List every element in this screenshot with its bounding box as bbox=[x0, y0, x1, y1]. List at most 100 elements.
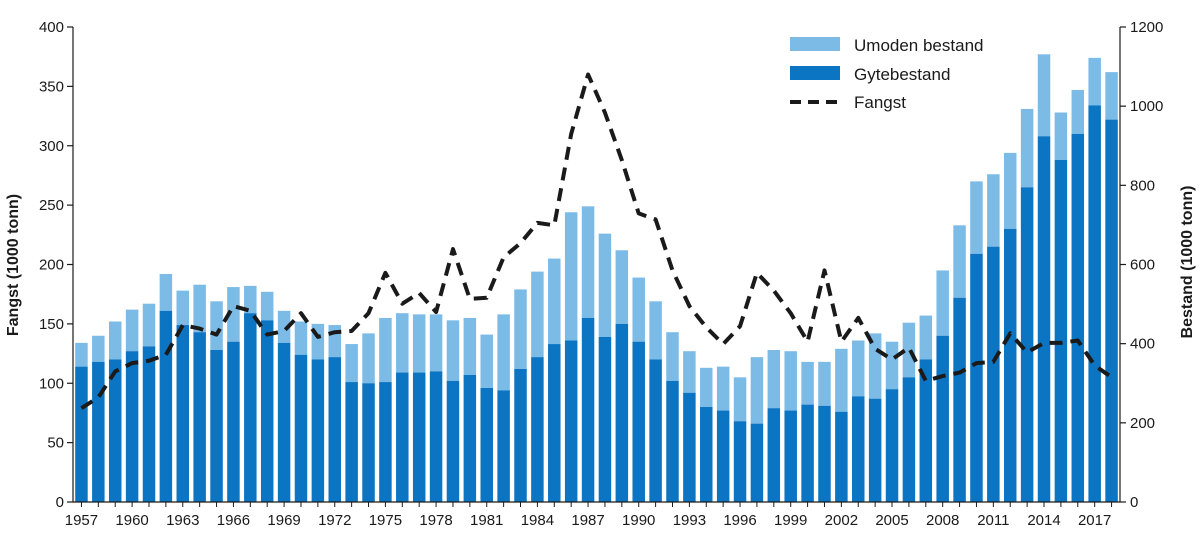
bar-gyte-1977 bbox=[412, 372, 426, 502]
bar-umoden-2009 bbox=[953, 225, 966, 298]
bar-umoden-2007 bbox=[919, 315, 933, 360]
right-axis-title: Bestand (1000 tonn) bbox=[1179, 186, 1196, 339]
bar-gyte-1999 bbox=[784, 410, 797, 502]
bar-gyte-1968 bbox=[260, 320, 274, 502]
right-tick-label: 1200 bbox=[1130, 19, 1163, 36]
right-tick-label: 800 bbox=[1130, 177, 1155, 194]
bar-gyte-1958 bbox=[92, 361, 105, 502]
bar-umoden-1987 bbox=[581, 206, 595, 318]
x-tick-label: 1963 bbox=[166, 512, 199, 529]
bar-gyte-2014 bbox=[1037, 136, 1051, 502]
bar-umoden-2015 bbox=[1054, 112, 1068, 160]
bar-gyte-1987 bbox=[581, 317, 595, 502]
bar-umoden-2017 bbox=[1088, 57, 1101, 106]
bar-umoden-1965 bbox=[210, 301, 223, 350]
bar-umoden-2008 bbox=[936, 270, 949, 336]
bar-umoden-1964 bbox=[193, 284, 206, 333]
bar-umoden-2002 bbox=[835, 348, 848, 412]
bar-umoden-1970 bbox=[294, 321, 308, 355]
x-tick-label: 2005 bbox=[875, 512, 908, 529]
bar-gyte-1984 bbox=[531, 357, 544, 502]
bar-gyte-2005 bbox=[885, 389, 899, 502]
bar-umoden-1991 bbox=[649, 301, 662, 360]
left-axis-title: Fangst (1000 tonn) bbox=[5, 194, 22, 336]
bar-umoden-2010 bbox=[970, 181, 983, 254]
bar-umoden-2005 bbox=[885, 341, 899, 390]
bar-umoden-1988 bbox=[598, 233, 612, 337]
bar-gyte-1989 bbox=[615, 323, 629, 502]
bar-gyte-2008 bbox=[936, 335, 949, 502]
bar-umoden-1994 bbox=[700, 367, 713, 407]
bar-gyte-2015 bbox=[1054, 160, 1068, 502]
bar-gyte-2004 bbox=[868, 398, 882, 502]
bar-gyte-1986 bbox=[564, 340, 578, 502]
bar-umoden-2001 bbox=[818, 361, 831, 406]
x-tick-label: 2017 bbox=[1078, 512, 1111, 529]
legend-label-gyte: Gytebestand bbox=[854, 65, 950, 84]
bar-gyte-1996 bbox=[733, 421, 747, 502]
bar-umoden-1982 bbox=[497, 314, 510, 391]
bar-gyte-1966 bbox=[227, 341, 240, 502]
bar-gyte-1995 bbox=[716, 410, 730, 502]
bar-umoden-1997 bbox=[750, 357, 764, 424]
x-tick-label: 2011 bbox=[977, 512, 1009, 529]
bar-gyte-2002 bbox=[835, 411, 848, 502]
bar-gyte-2010 bbox=[970, 253, 983, 502]
bar-umoden-2000 bbox=[801, 361, 814, 405]
bar-umoden-1989 bbox=[615, 250, 629, 324]
bar-gyte-1982 bbox=[497, 390, 510, 502]
left-tick-label: 50 bbox=[47, 435, 64, 452]
bar-gyte-1974 bbox=[362, 383, 375, 502]
bar-gyte-1967 bbox=[244, 313, 257, 502]
bar-gyte-1963 bbox=[176, 325, 190, 502]
fangst-line bbox=[80, 72, 1113, 410]
left-tick-label: 0 bbox=[56, 494, 64, 511]
bar-umoden-1983 bbox=[514, 289, 527, 369]
bar-gyte-2001 bbox=[818, 405, 831, 502]
x-tick-label: 1999 bbox=[774, 512, 807, 529]
right-axis-ticks: 0 200 400 600 800 1000 1200 bbox=[1120, 19, 1163, 511]
bar-umoden-1959 bbox=[108, 321, 122, 360]
bar-umoden-1999 bbox=[784, 351, 797, 411]
bar-umoden-1957 bbox=[75, 342, 88, 367]
bar-umoden-2012 bbox=[1003, 152, 1017, 229]
bar-gyte-1994 bbox=[700, 407, 713, 502]
bar-gyte-1957 bbox=[75, 366, 88, 502]
bar-gyte-1998 bbox=[767, 408, 781, 502]
bar-umoden-1977 bbox=[412, 314, 426, 373]
bar-umoden-1975 bbox=[379, 317, 392, 383]
bar-umoden-1995 bbox=[716, 366, 730, 411]
x-tick-label: 1966 bbox=[217, 512, 250, 529]
bar-umoden-1960 bbox=[125, 309, 139, 352]
x-tick-label: 1996 bbox=[723, 512, 756, 529]
bar-gyte-1973 bbox=[345, 382, 358, 502]
bar-umoden-1998 bbox=[767, 350, 781, 409]
bar-gyte-1971 bbox=[311, 359, 325, 502]
legend-swatch-gyte bbox=[790, 66, 840, 80]
bar-umoden-2018 bbox=[1105, 72, 1118, 120]
bar-gyte-1972 bbox=[328, 357, 341, 502]
bar-umoden-2006 bbox=[902, 322, 916, 378]
bar-umoden-1996 bbox=[733, 377, 747, 422]
bar-gyte-2018 bbox=[1105, 119, 1118, 502]
right-tick-label: 600 bbox=[1130, 257, 1155, 274]
bar-gyte-1978 bbox=[429, 371, 443, 502]
bar-gyte-2007 bbox=[919, 359, 933, 502]
legend: Umoden bestand Gytebestand Fangst bbox=[790, 36, 983, 112]
x-tick-label: 1984 bbox=[521, 512, 554, 529]
bar-umoden-1980 bbox=[463, 317, 477, 375]
bar-umoden-1984 bbox=[531, 271, 544, 358]
bar-umoden-1981 bbox=[480, 334, 493, 388]
bar-gyte-2011 bbox=[987, 246, 1000, 502]
right-tick-label: 400 bbox=[1130, 336, 1155, 353]
bar-gyte-1959 bbox=[108, 359, 122, 502]
bar-umoden-2016 bbox=[1071, 89, 1085, 134]
bar-gyte-1964 bbox=[193, 332, 206, 502]
x-tick-label: 2014 bbox=[1027, 512, 1060, 529]
left-tick-label: 100 bbox=[39, 375, 64, 392]
bar-gyte-2012 bbox=[1003, 228, 1017, 502]
bar-umoden-2011 bbox=[987, 174, 1000, 247]
legend-label-fangst: Fangst bbox=[854, 93, 906, 112]
bar-gyte-1970 bbox=[294, 354, 308, 502]
x-tick-label: 1993 bbox=[673, 512, 706, 529]
